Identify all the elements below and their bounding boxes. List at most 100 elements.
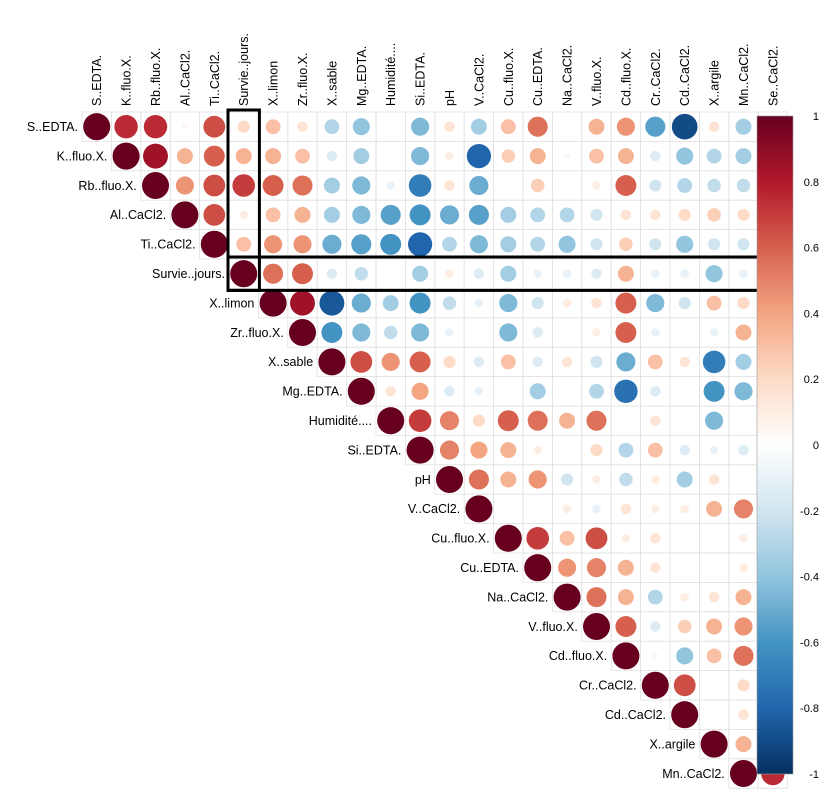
corr-circle-Cd..CaCl2.-Mn..CaCl2.: Cd..CaCl2. × Mn..CaCl2.: 0.15 [738,709,749,720]
corr-circle-Ti..CaCl2.-V..fluo.X.: Ti..CaCl2. × V..fluo.X.: -0.2 [590,238,603,251]
corr-circle-K..fluo.X.-V..CaCl2.: K..fluo.X. × V..CaCl2.: -0.8 [466,144,491,169]
corr-circle-Rb..fluo.X.-Rb..fluo.X.: Rb..fluo.X. × Rb..fluo.X.: 1 [141,171,170,200]
corr-circle-K..fluo.X.-Zr..fluo.X.: K..fluo.X. × Zr..fluo.X.: 0.3 [295,148,310,164]
corr-circle-Si..EDTA.-V..CaCl2.: Si..EDTA. × V..CaCl2.: 0.4 [470,441,488,459]
corr-circle-pH-Cu..EDTA.: pH × Cu..EDTA.: 0.45 [528,470,547,489]
corr-circle-Zr..fluo.X.-Cd..fluo.X.: Zr..fluo.X. × Cd..fluo.X.: 0.6 [615,322,637,343]
corr-circle-Rb..fluo.X.-Ti..CaCl2.: Rb..fluo.X. × Ti..CaCl2.: 0.65 [203,174,226,197]
corr-circle-V..CaCl2.-Cd..fluo.X.: V..CaCl2. × Cd..fluo.X.: 0.15 [620,503,632,515]
column-label: V..fluo.X. [590,56,604,106]
legend-bar [756,115,794,775]
corr-circle-Rb..fluo.X.-Si..EDTA.: Rb..fluo.X. × Si..EDTA.: -0.7 [408,174,432,197]
legend-tick-label: 1 [813,111,819,123]
row-label: Zr..fluo.X. [230,326,284,340]
corr-circle-Al..CaCl2.-Cd..fluo.X.: Al..CaCl2. × Cd..fluo.X.: 0.15 [620,209,632,221]
corr-circle-K..fluo.X.-Mg..EDTA.: K..fluo.X. × Mg..EDTA.: -0.35 [353,148,370,165]
corr-circle-X..sable-Mn..CaCl2.: X..sable × Mn..CaCl2.: -0.35 [735,353,752,370]
corr-circle-X..limon-Mn..CaCl2.: X..limon × Mn..CaCl2.: 0.2 [737,297,750,310]
corr-circle-Mg..EDTA.-Cr..CaCl2.: Mg..EDTA. × Cr..CaCl2.: -0.15 [650,386,661,397]
grid-cell [699,699,730,730]
corr-circle-Al..CaCl2.-Humidité....: Al..CaCl2. × Humidité....: -0.55 [380,204,401,225]
column-label: S..EDTA. [90,55,104,106]
corr-circle-X..limon-X..argile: X..limon × X..argile: 0.3 [706,295,722,311]
corr-circle-Survie..jours.-Si..EDTA.: Survie..jours. × Si..EDTA.: -0.35 [412,265,429,282]
corr-circle-Rb..fluo.X.-V..fluo.X.: Rb..fluo.X. × V..fluo.X.: 0.1 [592,181,601,190]
corr-circle-Al..CaCl2.-Cd..CaCl2.: Al..CaCl2. × Cd..CaCl2.: 0.2 [678,208,691,221]
corr-circle-X..limon-Mg..EDTA.: X..limon × Mg..EDTA.: -0.5 [351,293,371,313]
row-label: Humidité.... [309,414,372,428]
corr-circle-Mg..EDTA.-Si..EDTA.: Mg..EDTA. × Si..EDTA.: 0.4 [411,382,429,400]
corr-circle-K..fluo.X.-Survie..jours.: K..fluo.X. × Survie..jours.: 0.35 [235,148,252,165]
corr-circle-Rb..fluo.X.-V..CaCl2.: Rb..fluo.X. × V..CaCl2.: -0.5 [469,175,489,196]
corr-circle-X..limon-Na..CaCl2.: X..limon × Na..CaCl2.: 0.1 [562,298,572,308]
corr-circle-V..CaCl2.-Cr..CaCl2.: V..CaCl2. × Cr..CaCl2.: 0.1 [651,504,660,514]
corr-circle-S..EDTA.-K..fluo.X.: S..EDTA. × K..fluo.X.: 0.75 [114,114,138,139]
corr-circle-V..fluo.X.-Mn..CaCl2.: V..fluo.X. × Mn..CaCl2.: 0.45 [734,617,753,636]
corr-circle-Zr..fluo.X.-Zr..fluo.X.: Zr..fluo.X. × Zr..fluo.X.: 1 [288,318,317,347]
corr-circle-K..fluo.X.-Cu..fluo.X.: K..fluo.X. × Cu..fluo.X.: 0.25 [501,149,516,163]
corr-circle-Zr..fluo.X.-Humidité....: Zr..fluo.X. × Humidité....: -0.25 [383,325,398,340]
corr-circle-Si..EDTA.-Cu..EDTA.: Si..EDTA. × Cu..EDTA.: 0.1 [533,445,542,455]
corr-circle-S..EDTA.-Al..CaCl2.: S..EDTA. × Al..CaCl2.: 0.05 [181,123,188,130]
corr-circle-K..fluo.X.-V..fluo.X.: K..fluo.X. × V..fluo.X.: 0.3 [589,148,604,164]
corr-circle-Cd..fluo.X.-X..argile: Cd..fluo.X. × X..argile: 0.3 [706,648,722,664]
corr-circle-Ti..CaCl2.-Si..EDTA.: Ti..CaCl2. × Si..EDTA.: -0.8 [408,232,433,257]
corr-circle-Mg..EDTA.-V..CaCl2.: Mg..EDTA. × V..CaCl2.: -0.1 [474,387,484,396]
row-label: Na..CaCl2. [487,590,548,604]
color-legend: 1 0.8 0.6 0.4 0.2 0 -0.2 -0.4 -0.6 -0.8 -1 [756,111,819,781]
corr-circle-Cu..EDTA.-Cu..EDTA.: Cu..EDTA. × Cu..EDTA.: 1 [524,554,552,582]
corr-circle-Cd..fluo.X.-Cd..fluo.X.: Cd..fluo.X. × Cd..fluo.X.: 1 [612,642,640,670]
corr-circle-Al..CaCl2.-V..CaCl2.: Al..CaCl2. × V..CaCl2.: -0.55 [468,204,489,225]
corr-circle-K..fluo.X.-Rb..fluo.X.: K..fluo.X. × Rb..fluo.X.: 0.85 [143,143,168,169]
corr-circle-Survie..jours.-Cu..EDTA.: Survie..jours. × Cu..EDTA.: -0.1 [533,269,542,278]
grid-cell [552,434,583,466]
grid-cell [669,405,700,436]
corr-circle-Mg..EDTA.-Cd..fluo.X.: Mg..EDTA. × Cd..fluo.X.: -0.75 [614,379,638,404]
grid-cell [669,376,700,407]
legend-tick-label: 0.8 [804,177,819,189]
corr-circle-Cu..fluo.X.-Mn..CaCl2.: Cu..fluo.X. × Mn..CaCl2.: 0.1 [739,534,748,543]
column-label: Cu..fluo.X. [502,48,516,106]
corr-circle-K..fluo.X.-X..sable: K..fluo.X. × X..sable: -0.15 [326,150,338,162]
corr-circle-X..sable-V..fluo.X.: X..sable × V..fluo.X.: -0.2 [590,355,603,368]
corr-circle-Zr..fluo.X.-V..fluo.X.: Zr..fluo.X. × V..fluo.X.: 0.1 [592,328,601,337]
grid-cell [493,170,524,201]
corr-circle-Cr..CaCl2.-Cd..CaCl2.: Cr..CaCl2. × Cd..CaCl2.: 0.65 [673,674,696,697]
corr-circle-V..CaCl2.-X..argile: V..CaCl2. × X..argile: 0.35 [706,500,723,517]
corr-circle-Humidité....-Cu..EDTA.: Humidité.... × Cu..EDTA.: 0.55 [527,410,548,431]
column-label: X..argile [708,60,722,106]
grid-cell [552,111,583,142]
corr-circle-Cd..fluo.X.-Cr..CaCl2.: Cd..fluo.X. × Cr..CaCl2.: 0.05 [652,652,659,659]
row-label: X..sable [268,355,313,369]
grid-cell [463,317,495,348]
grid-cell [699,523,730,554]
corr-circle-K..fluo.X.-Mn..CaCl2.: K..fluo.X. × Mn..CaCl2.: -0.35 [735,148,752,165]
column-label: Survie..jours. [237,33,251,106]
corr-circle-Ti..CaCl2.-Mn..CaCl2.: Ti..CaCl2. × Mn..CaCl2.: -0.2 [737,238,750,251]
corr-circle-Al..CaCl2.-X..sable: Al..CaCl2. × X..sable: -0.35 [323,206,340,223]
corr-circle-Humidité....-V..fluo.X.: Humidité.... × V..fluo.X.: 0.55 [586,410,607,431]
corr-circle-X..argile-X..argile: X..argile × X..argile: 1 [700,730,728,758]
row-label: Al..CaCl2. [110,208,166,222]
corr-circle-Humidité....-Cu..fluo.X.: Humidité.... × Cu..fluo.X.: 0.6 [497,410,519,432]
column-label: K..fluo.X. [120,55,134,106]
column-label: Cr..CaCl2. [649,48,663,106]
corr-circle-X..limon-V..fluo.X.: X..limon × V..fluo.X.: 0.15 [591,297,602,309]
legend-tick-label: -0.6 [800,637,819,649]
corr-circle-Na..CaCl2.-Na..CaCl2.: Na..CaCl2. × Na..CaCl2.: 1 [553,583,581,611]
corr-circle-S..EDTA.-Cd..fluo.X.: S..EDTA. × Cd..fluo.X.: 0.45 [616,117,635,136]
column-label: V..CaCl2. [472,54,486,106]
corr-circle-pH-Cd..CaCl2.: pH × Cd..CaCl2.: -0.35 [676,471,693,488]
grid-cell [669,523,700,554]
corr-circle-S..EDTA.-Cu..fluo.X.: S..EDTA. × Cu..fluo.X.: 0.3 [500,119,516,135]
corr-circle-X..limon-Cu..EDTA.: X..limon × Cu..EDTA.: -0.2 [531,297,544,310]
corr-circle-Al..CaCl2.-Mn..CaCl2.: Al..CaCl2. × Mn..CaCl2.: 0.2 [737,208,750,221]
corr-circle-X..limon-Cu..fluo.X.: X..limon × Cu..fluo.X.: -0.45 [499,294,518,313]
corr-circle-Rb..fluo.X.-Mg..EDTA.: Rb..fluo.X. × Mg..EDTA.: -0.45 [352,176,371,195]
row-label: Cu..fluo.X. [431,532,489,546]
corr-circle-Al..CaCl2.-Zr..fluo.X.: Al..CaCl2. × Zr..fluo.X.: 0.35 [294,206,311,223]
corr-circle-Rb..fluo.X.-Mn..CaCl2.: Rb..fluo.X. × Mn..CaCl2.: -0.25 [736,178,751,193]
grid-cell [522,493,553,525]
